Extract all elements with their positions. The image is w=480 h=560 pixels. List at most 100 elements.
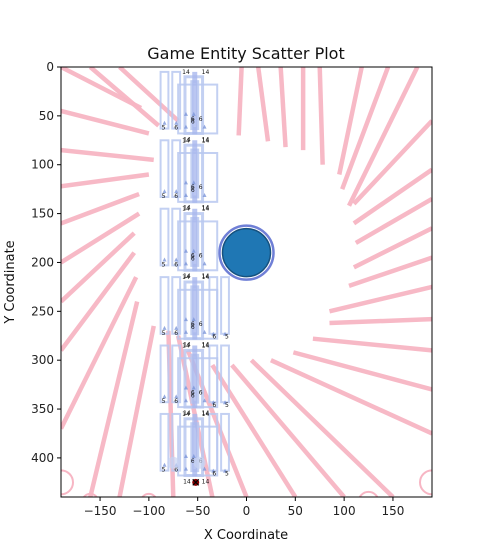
spawn-mark (183, 193, 188, 198)
spawn-mark (191, 453, 196, 458)
room-label: 5 (162, 261, 166, 268)
ray-mark (269, 358, 432, 436)
spawn-mark (202, 261, 207, 266)
spawn-mark (191, 385, 196, 390)
room-rect-mark (171, 207, 182, 267)
entity-mark (221, 227, 272, 278)
ray-mark (354, 196, 432, 245)
room-label: 6 (191, 253, 195, 260)
spawn-mark (183, 329, 188, 334)
x-tick-label: 0 (243, 504, 251, 518)
room-label: 5 (162, 330, 166, 337)
room-rect-mark (171, 139, 182, 198)
spawn-mark (183, 453, 188, 458)
spawn-mark (174, 120, 179, 125)
y-tick-label: 200 (31, 255, 54, 269)
room-label: 14 (202, 411, 210, 418)
spawn-mark (202, 329, 207, 334)
x-tick-label: 50 (288, 504, 303, 518)
room-label: 6 (174, 193, 178, 200)
y-tick-label: 100 (31, 158, 54, 172)
room-label: 5 (225, 402, 229, 409)
arc-mark (358, 490, 379, 497)
room-rect-mark (171, 412, 182, 472)
spawn-mark (183, 385, 188, 390)
plot-frame (60, 66, 433, 498)
x-tick-label: 100 (333, 504, 356, 518)
room-label: 6 (174, 330, 178, 337)
room-label: 14 (183, 273, 191, 280)
ray-mark (340, 67, 391, 190)
ray-mark (61, 191, 140, 226)
ray-mark (210, 363, 298, 497)
room-label: 14 (202, 206, 210, 213)
y-tick-label: 50 (39, 109, 54, 123)
y-tick-label: 150 (31, 207, 54, 221)
axis-ticks: −150 −100 −50 0 50 100 150 0 50 100 150 200 250 300 35… (31, 60, 404, 518)
room-label: 14 (183, 410, 191, 417)
spawn-mark (162, 257, 167, 262)
ray-mark (61, 276, 139, 430)
x-tick-label: −150 (84, 504, 117, 518)
marker-cross-mark (192, 478, 200, 486)
spawn-mark (174, 394, 179, 399)
spawn-mark (162, 394, 167, 399)
x-tick-label: 150 (381, 504, 404, 518)
room-label: 6 (191, 184, 195, 191)
ray-mark (230, 363, 346, 497)
room-label: 14 (183, 342, 191, 349)
room-label: 6 (199, 321, 203, 328)
room-label: 5 (162, 193, 166, 200)
room-rect-mark (159, 139, 170, 198)
spawn-mark (162, 462, 167, 467)
spawn-mark (183, 248, 188, 253)
room-label: 6 (191, 116, 195, 123)
room-label: 14 (202, 342, 210, 349)
room-label: 14 (202, 137, 210, 144)
room-label: 6 (191, 389, 195, 396)
room-label: 6 (199, 389, 203, 396)
room-label: 6 (191, 324, 195, 331)
room-label: 14 (202, 273, 210, 280)
ray-mark (88, 67, 161, 128)
room-label: 6 (199, 116, 203, 123)
room-label: 14 (182, 69, 190, 76)
ray-mark (352, 226, 432, 270)
x-axis-title: X Coordinate (204, 528, 288, 543)
room-rect-mark (208, 276, 219, 335)
spawn-mark (183, 111, 188, 116)
room-label: 6 (212, 471, 216, 478)
spawn-mark (162, 325, 167, 330)
spawn-mark (183, 398, 188, 403)
room-rect-mark (159, 276, 170, 335)
chart-title: Game Entity Scatter Plot (147, 44, 344, 63)
room-rect-mark (159, 207, 170, 267)
ray-mark (337, 67, 364, 175)
ray-mark (278, 67, 288, 148)
ray-mark (329, 316, 432, 326)
room-label: 5 (225, 471, 229, 478)
ray-mark (292, 350, 432, 392)
room-label: 6 (191, 256, 195, 263)
room-label: 6 (191, 119, 195, 126)
ray-mark (328, 284, 432, 314)
room-label: 6 (174, 125, 178, 132)
room-label: 14 (202, 205, 210, 212)
spawn-mark (191, 317, 196, 322)
y-tick-label: 400 (31, 451, 54, 465)
room-label: 6 (191, 187, 195, 194)
room-label: 6 (174, 261, 178, 268)
x-tick-label: −100 (132, 504, 165, 518)
room-label: 5 (225, 334, 229, 341)
room-label: 14 (183, 136, 191, 143)
spawn-mark (223, 331, 228, 336)
room-label: 14 (183, 478, 191, 485)
room-rect-mark (159, 70, 170, 130)
spawn-mark (162, 189, 167, 194)
spawn-mark (191, 248, 196, 253)
spawn-mark (174, 257, 179, 262)
spawn-mark (183, 124, 188, 129)
spawn-mark (202, 193, 207, 198)
